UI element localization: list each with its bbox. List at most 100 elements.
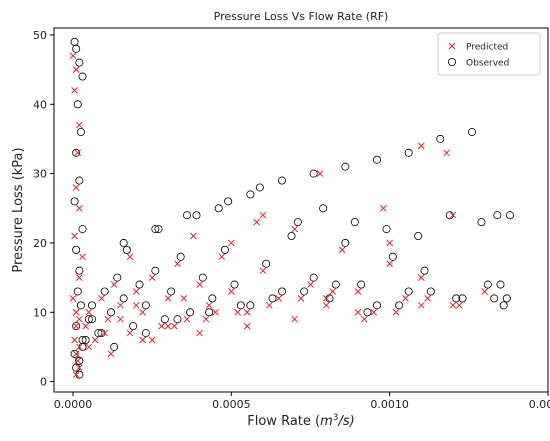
predicted-point	[91, 336, 99, 344]
observed-point	[151, 225, 160, 234]
observed-point	[160, 315, 169, 324]
observed-point	[198, 273, 207, 282]
predicted-point	[449, 211, 457, 219]
observed-point	[220, 245, 229, 254]
predicted-point	[104, 315, 112, 323]
predicted-point	[202, 315, 210, 323]
observed-point	[499, 301, 508, 310]
observed-point	[107, 308, 116, 317]
observed-point	[129, 322, 138, 331]
x-tick-label: 0.0015	[529, 398, 550, 411]
x-axis-label-prefix: Flow Rate (	[247, 414, 320, 429]
observed-point	[309, 273, 318, 282]
predicted-point	[297, 295, 305, 302]
observed-point	[300, 287, 309, 296]
predicted-point	[196, 281, 204, 288]
observed-point	[268, 294, 277, 303]
observed-point	[382, 225, 391, 234]
predicted-point	[148, 274, 156, 281]
observed-point	[363, 308, 372, 317]
predicted-point	[424, 295, 432, 302]
observed-point	[110, 342, 119, 351]
series-observed	[70, 37, 514, 379]
y-axis-label: Pressure Loss (kPa)	[11, 147, 26, 272]
predicted-point	[75, 274, 83, 281]
observed-point	[72, 245, 81, 254]
legend-label-predicted: Predicted	[466, 43, 508, 53]
y-tick-label: 30	[33, 168, 47, 181]
observed-point	[135, 280, 144, 289]
y-tick-label: 10	[33, 306, 47, 319]
predicted-point	[75, 364, 83, 372]
observed-point	[426, 287, 435, 296]
predicted-point	[218, 253, 226, 261]
observed-point	[319, 204, 328, 213]
observed-point	[141, 301, 150, 310]
observed-point	[75, 58, 84, 67]
observed-point	[414, 231, 423, 240]
predicted-point	[243, 322, 251, 330]
predicted-point	[481, 288, 489, 295]
predicted-point	[72, 308, 80, 316]
observed-point	[154, 225, 163, 234]
predicted-point	[107, 350, 115, 358]
observed-point	[70, 197, 79, 206]
observed-point	[490, 294, 499, 303]
predicted-point	[98, 295, 105, 302]
y-tick-label: 20	[33, 237, 47, 250]
observed-point	[483, 280, 492, 289]
observed-point	[436, 134, 445, 143]
x-axis-label-suffix: /s)	[338, 414, 355, 429]
predicted-point	[117, 315, 124, 323]
predicted-point	[275, 295, 283, 302]
observed-point	[72, 322, 81, 331]
observed-point	[493, 211, 502, 220]
predicted-point	[234, 308, 242, 316]
observed-point	[76, 127, 85, 136]
observed-point	[88, 301, 97, 310]
predicted-point	[307, 281, 314, 288]
observed-point	[262, 259, 271, 268]
predicted-point	[322, 301, 330, 309]
predicted-point	[132, 288, 140, 295]
observed-point	[176, 252, 185, 261]
observed-point	[404, 287, 413, 296]
predicted-point	[227, 288, 235, 295]
observed-point	[350, 218, 359, 227]
predicted-point	[212, 308, 219, 316]
observed-point	[122, 245, 131, 254]
observed-point	[72, 148, 81, 157]
predicted-point	[72, 371, 80, 379]
predicted-point	[117, 301, 124, 309]
predicted-point	[189, 232, 197, 240]
observed-point	[94, 329, 103, 338]
predicted-point	[74, 149, 82, 157]
predicted-point	[110, 281, 118, 288]
observed-point	[151, 266, 160, 275]
y-tick-label: 40	[33, 98, 47, 111]
predicted-point	[148, 336, 156, 344]
x-axis: 0.0000 0.0005 0.0010 0.0015	[54, 392, 550, 411]
observed-point	[214, 204, 223, 213]
observed-point	[205, 308, 214, 317]
y-tick-label: 0	[40, 376, 47, 389]
predicted-point	[316, 170, 324, 177]
observed-point	[119, 238, 128, 247]
observed-point	[182, 211, 191, 220]
predicted-point	[183, 315, 191, 323]
observed-point	[420, 266, 429, 275]
observed-point	[88, 315, 97, 324]
predicted-point	[227, 239, 235, 247]
series-predicted	[69, 52, 489, 379]
predicted-point	[196, 329, 204, 337]
predicted-point	[164, 322, 172, 330]
observed-point	[395, 301, 404, 310]
observed-point	[277, 176, 286, 185]
observed-point	[192, 211, 201, 220]
observed-point	[287, 231, 296, 240]
observed-point	[236, 301, 245, 310]
observed-point	[255, 183, 264, 192]
observed-point	[502, 294, 511, 303]
legend-label-observed: Observed	[466, 59, 509, 69]
